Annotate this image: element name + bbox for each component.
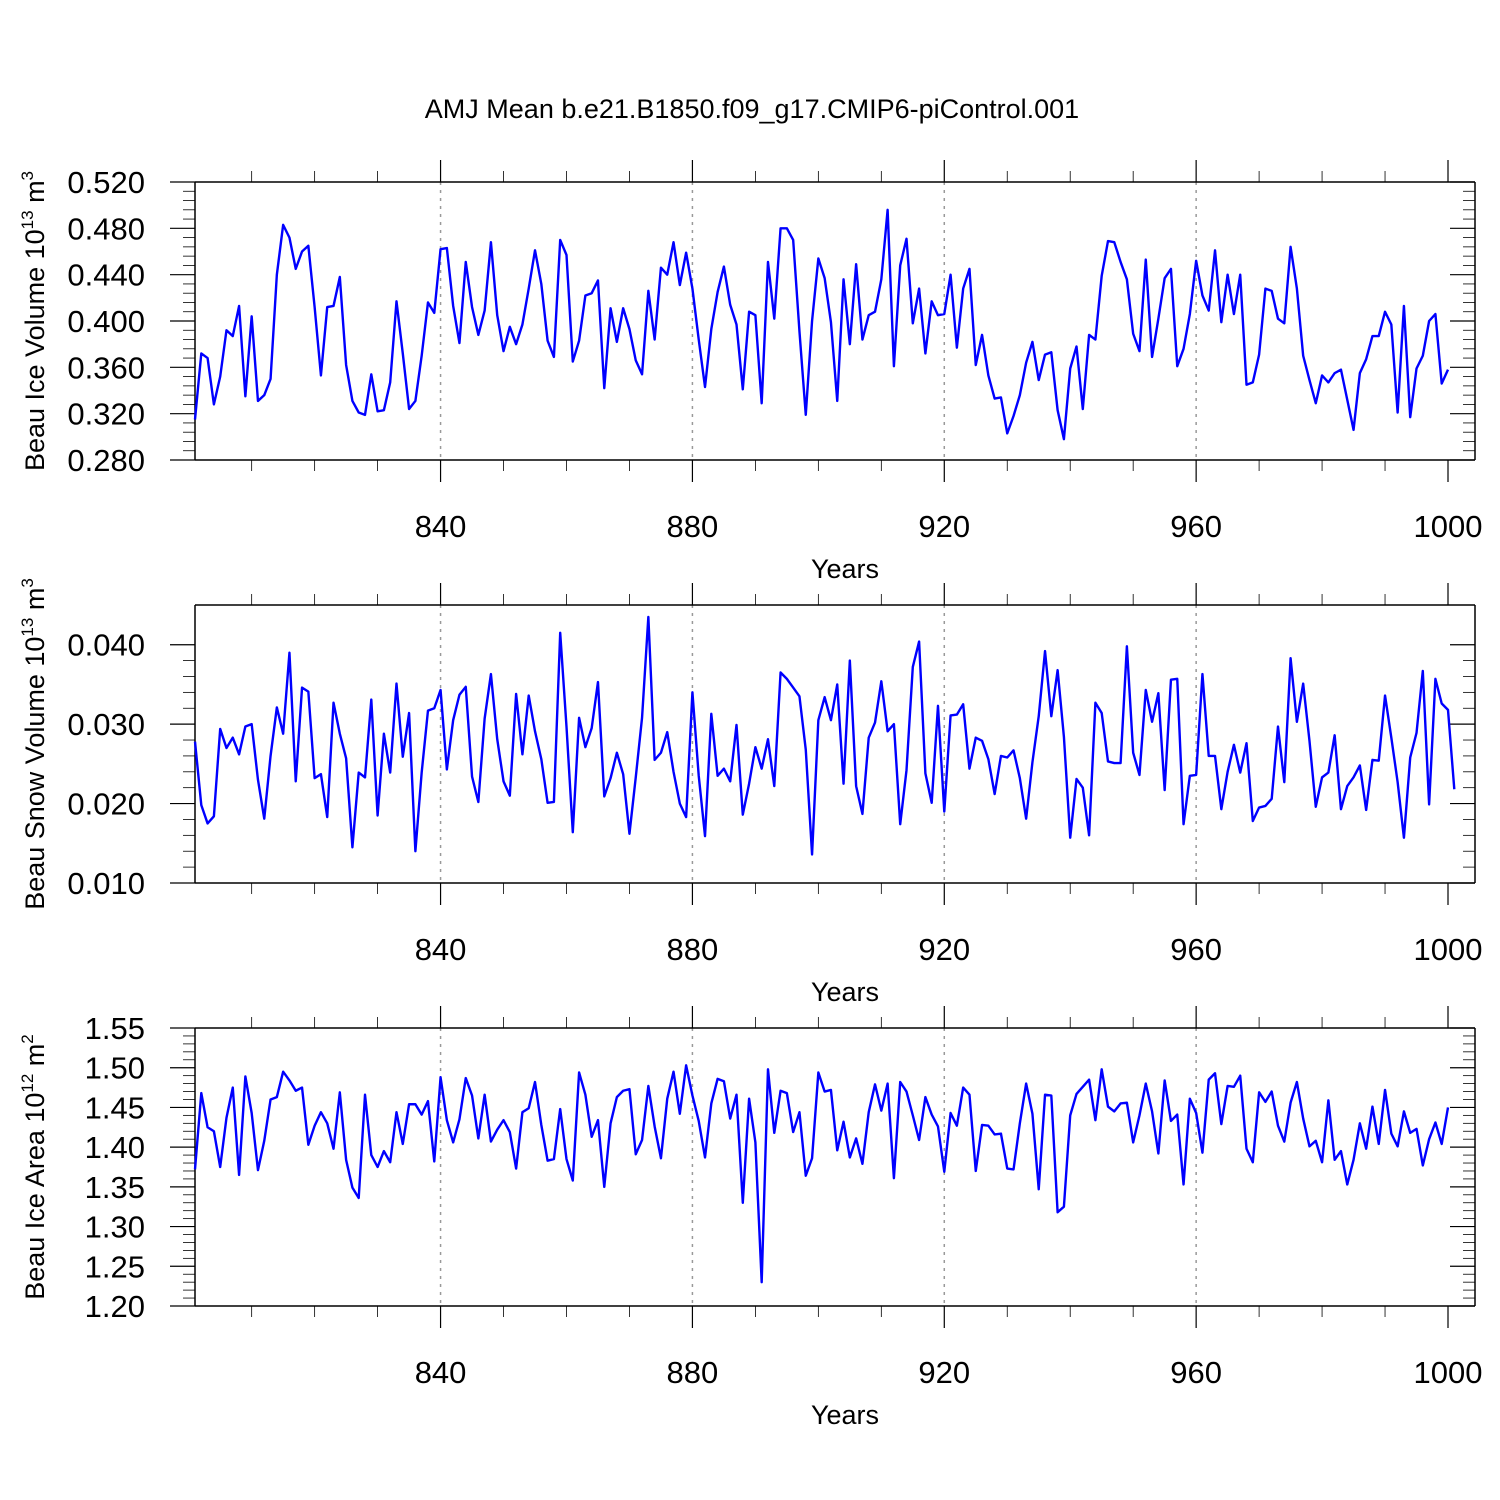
x-tick-label: 840 [415, 932, 467, 967]
y-tick-label: 0.440 [67, 258, 145, 293]
y-axis-title-exponent: 13 [18, 618, 37, 637]
y-axis-title-unit: m [20, 180, 50, 210]
y-axis-title-unit-power: 2 [18, 1034, 37, 1043]
y-tick-label: 0.400 [67, 304, 145, 339]
chart-title: AMJ Mean b.e21.B1850.f09_g17.CMIP6-piCon… [425, 94, 1079, 124]
x-tick-label: 880 [667, 509, 719, 544]
x-tick-label: 880 [667, 932, 719, 967]
x-tick-label: 960 [1170, 932, 1222, 967]
y-axis-title-main: Beau Snow Volume 10 [20, 637, 50, 910]
y-axis-title-main: Beau Ice Area 10 [20, 1093, 50, 1300]
x-tick-label: 1000 [1414, 1355, 1483, 1390]
y-tick-label: 1.50 [85, 1051, 145, 1086]
y-tick-label: 0.020 [67, 787, 145, 822]
x-axis-title: Years [811, 977, 879, 1007]
y-tick-label: 0.040 [67, 628, 145, 663]
y-axis-title-main: Beau Ice Volume 10 [20, 229, 50, 471]
y-axis-title-exponent: 13 [18, 210, 37, 229]
panel-beau-ice-volume: 0.280 0.320 0.360 0.400 0.440 0.480 0.520 840 88… [18, 160, 1482, 584]
x-tick-label: 960 [1170, 509, 1222, 544]
x-tick-label: 920 [918, 932, 970, 967]
series-line-beau-snow-volume [193, 615, 1456, 856]
x-tick-label: 1000 [1414, 509, 1483, 544]
y-axis-title: Beau Snow Volume 1013 m3 [18, 578, 50, 910]
y-axis-title-unit-power: 3 [18, 578, 37, 587]
x-tick-label: 920 [918, 509, 970, 544]
y-tick-label: 0.320 [67, 397, 145, 432]
y-tick-label: 0.480 [67, 211, 145, 246]
series-line-beau-ice-area [193, 1064, 1450, 1284]
x-tick-label: 1000 [1414, 932, 1483, 967]
y-tick-label: 1.20 [85, 1289, 145, 1324]
y-tick-label: 1.55 [85, 1011, 145, 1046]
y-tick-label: 0.010 [67, 866, 145, 901]
y-tick-label: 0.520 [67, 165, 145, 200]
x-tick-label: 920 [918, 1355, 970, 1390]
series-line-beau-ice-volume [193, 208, 1450, 441]
y-tick-label: 0.280 [67, 443, 145, 478]
x-axis-title: Years [811, 1400, 879, 1430]
y-tick-label: 0.030 [67, 707, 145, 742]
y-axis-title-unit: m [20, 1044, 50, 1074]
y-tick-label: 1.35 [85, 1170, 145, 1205]
y-tick-label: 0.360 [67, 350, 145, 385]
x-tick-label: 840 [415, 509, 467, 544]
y-axis-title-unit: m [20, 588, 50, 618]
y-tick-label: 1.25 [85, 1249, 145, 1284]
x-tick-label: 960 [1170, 1355, 1222, 1390]
y-axis-title: Beau Ice Volume 1013 m3 [18, 171, 50, 471]
panel-beau-snow-volume: 0.010 0.020 0.030 0.040 840 880 920 960 1000 Year… [18, 578, 1482, 1007]
x-tick-label: 880 [667, 1355, 719, 1390]
y-axis-title: Beau Ice Area 1012 m2 [18, 1034, 50, 1300]
y-tick-label: 1.45 [85, 1090, 145, 1125]
x-tick-label: 840 [415, 1355, 467, 1390]
y-tick-label: 1.30 [85, 1210, 145, 1245]
x-axis-title: Years [811, 554, 879, 584]
y-axis-title-unit-power: 3 [18, 171, 37, 180]
y-tick-label: 1.40 [85, 1130, 145, 1165]
panel-beau-ice-area: 1.20 1.25 1.30 1.35 1.40 1.45 1.50 1.55 840 880 92… [18, 1006, 1482, 1430]
y-axis-title-exponent: 12 [18, 1074, 37, 1093]
